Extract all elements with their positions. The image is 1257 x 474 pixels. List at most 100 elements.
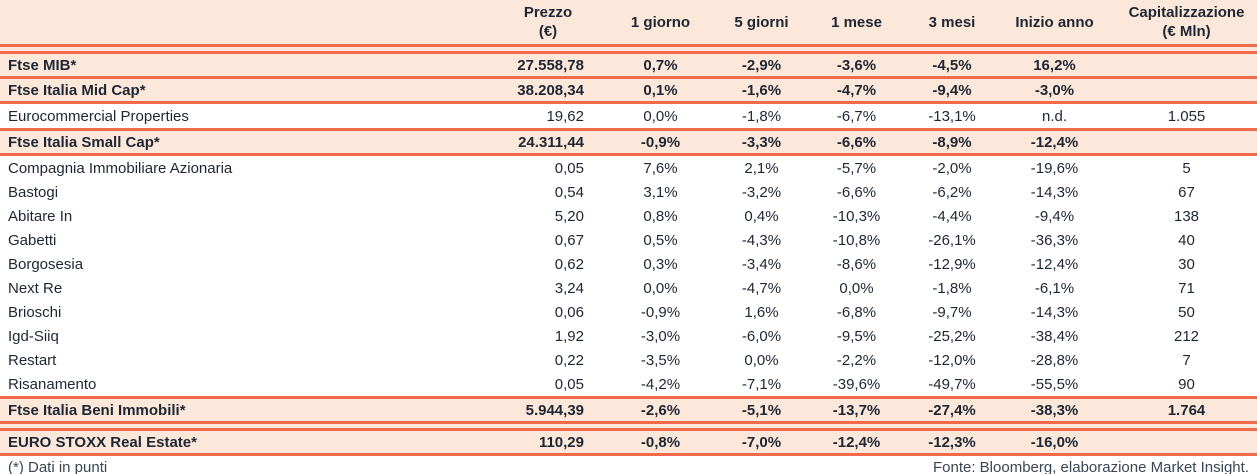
stock-row: Compagnia Immobiliare Azionaria 0,05 7,6% 2… — [0, 156, 1257, 180]
value-cell-ytd: -14,3% — [1001, 300, 1108, 324]
value-cell-prezzo: 27.558,78 — [488, 54, 608, 76]
column-header-g1: 1 giorno — [608, 0, 713, 44]
divider-line — [0, 396, 1257, 399]
column-header-g5: 5 giorni — [713, 0, 810, 44]
value-cell-cap: 5 — [1108, 156, 1257, 180]
value-cell-m3: -4,4% — [903, 204, 1001, 228]
value-cell-ytd: -19,6% — [1001, 156, 1108, 180]
column-header-blank — [0, 0, 488, 44]
value-cell-cap: 138 — [1108, 204, 1257, 228]
name-cell: Ftse Italia Beni Immobili* — [0, 399, 488, 421]
value-cell-cap: 40 — [1108, 228, 1257, 252]
name-cell: Compagnia Immobiliare Azionaria — [0, 156, 488, 180]
value-cell-m1: -39,6% — [810, 372, 903, 396]
value-cell-m1: -10,8% — [810, 228, 903, 252]
value-cell-m3: -9,7% — [903, 300, 1001, 324]
index-row: Ftse MIB* 27.558,78 0,7% -2,9% -3,6% -4,5% 16,… — [0, 54, 1257, 76]
value-cell-m1: -5,7% — [810, 156, 903, 180]
divider-segment — [0, 153, 1257, 156]
value-cell-prezzo: 0,05 — [488, 372, 608, 396]
column-header-ytd: Inizio anno — [1001, 0, 1108, 44]
name-cell: Bastogi — [0, 180, 488, 204]
value-cell-m1: 0,0% — [810, 276, 903, 300]
value-cell-g5: -4,3% — [713, 228, 810, 252]
value-cell-g1: 0,3% — [608, 252, 713, 276]
value-cell-m3: -12,9% — [903, 252, 1001, 276]
stock-row: Risanamento 0,05 -4,2% -7,1% -39,6% -49,7% -55… — [0, 372, 1257, 396]
value-cell-g5: -4,7% — [713, 276, 810, 300]
value-cell-m3: -27,4% — [903, 399, 1001, 421]
name-cell: EURO STOXX Real Estate* — [0, 431, 488, 453]
column-header-prezzo: Prezzo (€) — [488, 0, 608, 44]
value-cell-cap: 30 — [1108, 252, 1257, 276]
value-cell-cap — [1108, 79, 1257, 101]
column-header-cap: Capitalizzazione (€ Mln) — [1108, 0, 1257, 44]
value-cell-m3: -12,3% — [903, 431, 1001, 453]
value-cell-ytd: -55,5% — [1001, 372, 1108, 396]
name-cell: Brioschi — [0, 300, 488, 324]
divider-segment — [0, 101, 1257, 104]
value-cell-g1: -0,9% — [608, 131, 713, 153]
value-cell-cap: 71 — [1108, 276, 1257, 300]
name-cell: Eurocommercial Properties — [0, 104, 488, 128]
value-cell-m1: -6,6% — [810, 131, 903, 153]
value-cell-m1: -10,3% — [810, 204, 903, 228]
footnote: (*) Dati in punti — [8, 459, 108, 474]
value-cell-g5: -1,8% — [713, 104, 810, 128]
value-cell-g5: -2,9% — [713, 54, 810, 76]
name-cell: Borgosesia — [0, 252, 488, 276]
value-cell-g5: -5,1% — [713, 399, 810, 421]
value-cell-g5: 0,4% — [713, 204, 810, 228]
value-cell-g1: -3,0% — [608, 324, 713, 348]
value-cell-g1: 7,6% — [608, 156, 713, 180]
value-cell-m1: -6,7% — [810, 104, 903, 128]
value-cell-g1: 3,1% — [608, 180, 713, 204]
value-cell-g5: -3,2% — [713, 180, 810, 204]
double-divider-line — [0, 421, 1257, 431]
stock-row: Borgosesia 0,62 0,3% -3,4% -8,6% -12,9% -12,4%… — [0, 252, 1257, 276]
value-cell-g1: -0,8% — [608, 431, 713, 453]
value-cell-cap — [1108, 431, 1257, 453]
value-cell-m1: -6,8% — [810, 300, 903, 324]
value-cell-prezzo: 0,05 — [488, 156, 608, 180]
value-cell-g1: -2,6% — [608, 399, 713, 421]
value-cell-g5: 0,0% — [713, 348, 810, 372]
value-cell-m3: -13,1% — [903, 104, 1001, 128]
value-cell-m3: -2,0% — [903, 156, 1001, 180]
value-cell-prezzo: 0,06 — [488, 300, 608, 324]
value-cell-prezzo: 24.311,44 — [488, 131, 608, 153]
value-cell-ytd: -38,4% — [1001, 324, 1108, 348]
stock-row: Next Re 3,24 0,0% -4,7% 0,0% -1,8% -6,1% 71 — [0, 276, 1257, 300]
value-cell-ytd: -28,8% — [1001, 348, 1108, 372]
name-cell: Risanamento — [0, 372, 488, 396]
column-header-m1: 1 mese — [810, 0, 903, 44]
name-cell: Ftse MIB* — [0, 54, 488, 76]
value-cell-prezzo: 38.208,34 — [488, 79, 608, 101]
name-cell: Next Re — [0, 276, 488, 300]
value-cell-ytd: -36,3% — [1001, 228, 1108, 252]
value-cell-ytd: -3,0% — [1001, 79, 1108, 101]
value-cell-m3: -6,2% — [903, 180, 1001, 204]
value-cell-g1: 0,7% — [608, 54, 713, 76]
value-cell-prezzo: 0,67 — [488, 228, 608, 252]
table-header: Prezzo (€) 1 giorno 5 giorni 1 mese 3 mesi In… — [0, 0, 1257, 44]
stock-row: Bastogi 0,54 3,1% -3,2% -6,6% -6,2% -14,3% 67 — [0, 180, 1257, 204]
divider-segment — [0, 453, 1257, 456]
value-cell-g1: 0,8% — [608, 204, 713, 228]
value-cell-ytd: -14,3% — [1001, 180, 1108, 204]
divider-line — [0, 76, 1257, 79]
value-cell-m1: -8,6% — [810, 252, 903, 276]
name-cell: Ftse Italia Mid Cap* — [0, 79, 488, 101]
value-cell-ytd: -12,4% — [1001, 252, 1108, 276]
table-footer: (*) Dati in punti Fonte: Bloomberg, elab… — [0, 456, 1257, 474]
value-cell-prezzo: 5,20 — [488, 204, 608, 228]
value-cell-m3: -26,1% — [903, 228, 1001, 252]
value-cell-prezzo: 0,54 — [488, 180, 608, 204]
stock-row: Abitare In 5,20 0,8% 0,4% -10,3% -4,4% -9,4% 13… — [0, 204, 1257, 228]
value-cell-prezzo: 3,24 — [488, 276, 608, 300]
value-cell-m1: -9,5% — [810, 324, 903, 348]
name-cell: Abitare In — [0, 204, 488, 228]
value-cell-g1: -0,9% — [608, 300, 713, 324]
header-row: Prezzo (€) 1 giorno 5 giorni 1 mese 3 mesi In… — [0, 0, 1257, 44]
